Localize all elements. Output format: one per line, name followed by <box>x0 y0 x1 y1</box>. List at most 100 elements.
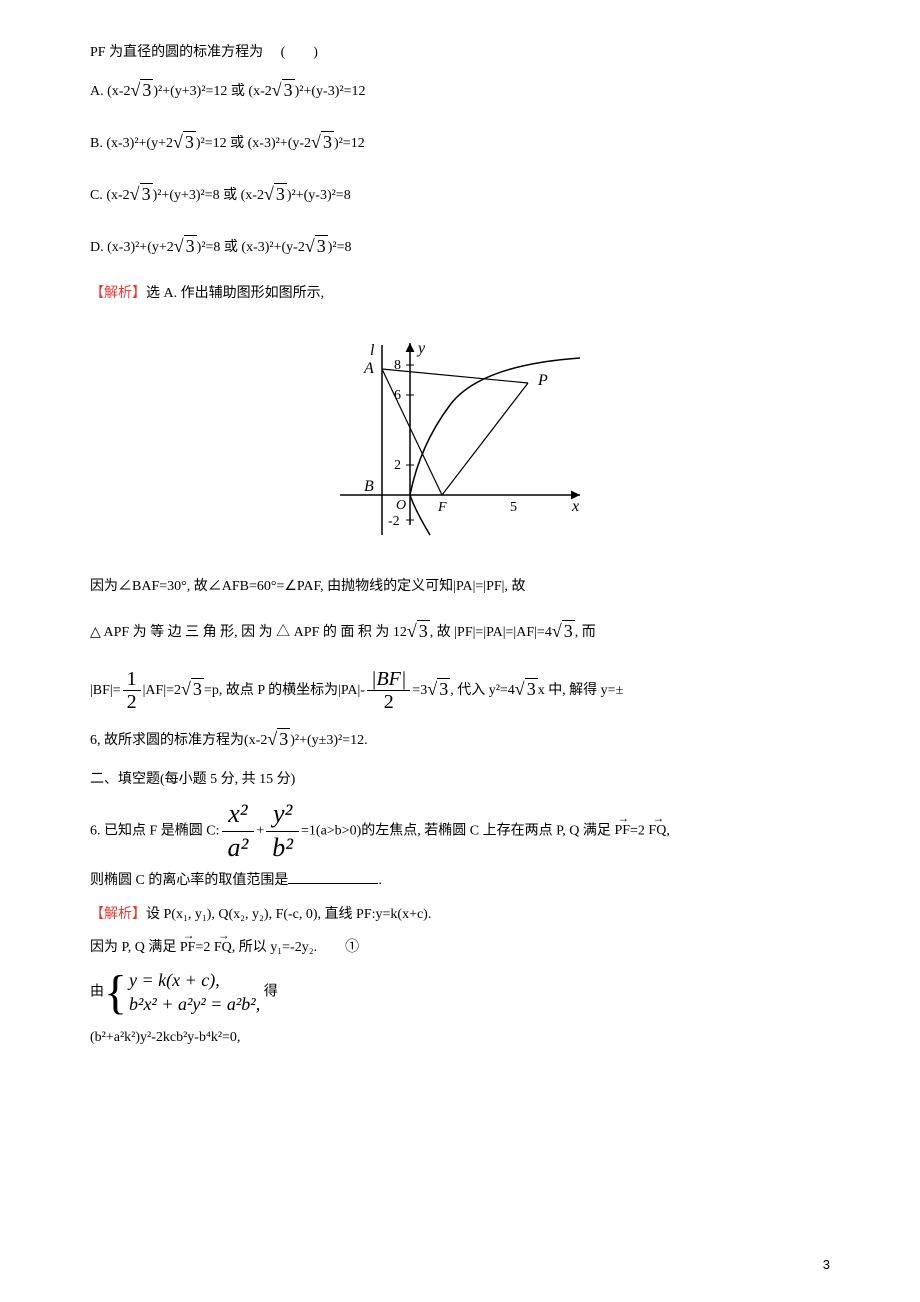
option-b-t3: )²=12 <box>334 136 365 151</box>
option-a-t2: )²+(y+3)²=12 或 (x-2 <box>153 84 271 99</box>
sqrt-icon: 3 <box>264 175 287 213</box>
q6-sol-system: 由{y = k(x + c),b²x² + a²y² = a²b², 得 <box>90 968 830 1017</box>
option-c-t1: (x-2 <box>106 188 129 203</box>
l3-end: x 中, 解得 y=± <box>538 683 624 698</box>
question-stem: PF 为直径的圆的标准方程为 ( ) <box>90 40 830 67</box>
q6-sol-l1: 设 P(x₁, y₁), Q(x₂, y₂), F(-c, 0), 直线 PF:… <box>146 907 431 922</box>
q6-line-2: 则椭圆 C 的离心率的取值范围是. <box>90 868 830 893</box>
option-c-t2: )²+(y+3)²=8 或 (x-2 <box>153 188 264 203</box>
option-c-t3: )²+(y-3)²=8 <box>287 188 351 203</box>
option-d-t2: )²=8 或 (x-3)²+(y-2 <box>197 240 305 255</box>
option-b: B. (x-3)²+(y+23)²=12 或 (x-3)²+(y-23)²=12 <box>90 125 830 163</box>
xtick-5: 5 <box>510 500 517 515</box>
option-a-label: A. <box>90 84 104 99</box>
sys-pre: 由 <box>90 984 104 999</box>
sys-eq-2: b²x² + a²y² = a²b², <box>129 992 260 1016</box>
option-a-t1: (x-2 <box>107 84 130 99</box>
q6-plus: + <box>256 823 264 838</box>
sqrt-icon: 3 <box>130 175 153 213</box>
label-A: A <box>363 360 374 377</box>
l3-bf: |BF|= <box>90 683 121 698</box>
ytick-2: 2 <box>394 458 401 473</box>
sqrt-icon: 3 <box>130 71 153 109</box>
q6-sol-label: 【解析】 <box>90 907 146 922</box>
option-d: D. (x-3)²+(y+23)²=8 或 (x-3)²+(y-23)²=8 <box>90 229 830 267</box>
figure-svg: 8 6 2 -2 A l B O y x F 5 P <box>320 325 600 545</box>
l3-p: =p, 故点 P 的横坐标为|PA|- <box>204 683 365 698</box>
q6-line-1: 6. 已知点 F 是椭圆 C:x²a²+y²b²=1(a>b>0)的左焦点, 若… <box>90 800 830 862</box>
label-l: l <box>370 342 375 359</box>
page-number: 3 <box>823 1253 830 1278</box>
q6-post1: =1(a>b>0)的左焦点, 若椭圆 C 上存在两点 P, Q 满足 <box>301 823 614 838</box>
sqrt-icon: 3 <box>305 227 328 265</box>
sqrt-icon: 3 <box>311 123 334 161</box>
option-b-label: B. <box>90 136 103 151</box>
option-d-t1: (x-3)²+(y+2 <box>107 240 174 255</box>
q6-l2: 则椭圆 C 的离心率的取值范围是 <box>90 873 288 888</box>
fraction-bf2: |BF|2 <box>367 668 410 713</box>
q6-sol-line-2: 因为 P, Q 满足 PF=2 FQ, 所以 y₁=-2y₂. ① <box>90 935 830 960</box>
l2-mid: , 故 |PF|=|PA|=|AF|=4 <box>430 625 552 640</box>
option-c-label: C. <box>90 188 103 203</box>
label-x: x <box>571 498 579 515</box>
q6-sol-line-1: 【解析】设 P(x₁, y₁), Q(x₂, y₂), F(-c, 0), 直线… <box>90 902 830 927</box>
sqrt-icon: 3 <box>267 721 290 757</box>
explain-line-1: 因为∠BAF=30°, 故∠AFB=60°=∠PAF, 由抛物线的定义可知|PA… <box>90 574 830 599</box>
sys-eq-1: y = k(x + c), <box>129 968 260 992</box>
vector-fq: FQ <box>648 813 666 849</box>
l3-afeq: |AF|=2 <box>143 683 181 698</box>
sqrt-icon: 3 <box>552 605 575 657</box>
q6-eq: =2 <box>630 823 648 838</box>
label-O: O <box>396 498 406 513</box>
option-a-t3: )²+(y-3)²=12 <box>295 84 366 99</box>
sqrt-icon: 3 <box>407 605 430 657</box>
l2-suf: , 而 <box>575 625 596 640</box>
vector-pf-2: PF <box>180 935 196 960</box>
vector-fq-2: FQ <box>214 935 232 960</box>
geometry-figure: 8 6 2 -2 A l B O y x F 5 P <box>90 325 830 556</box>
q6s-l2-suf: , 所以 y₁=-2y₂. ① <box>232 940 359 955</box>
label-P: P <box>537 372 548 389</box>
q6s-l2-mid: =2 <box>195 940 213 955</box>
q6-period: . <box>378 873 382 888</box>
l4: 6, 故所求圆的标准方程为(x-2 <box>90 733 267 748</box>
q6-post2: , <box>666 823 670 838</box>
solution-intro: 选 A. 作出辅助图形如图所示, <box>146 286 324 301</box>
explain-line-3: |BF|=12|AF|=23=p, 故点 P 的横坐标为|PA|-|BF|2=3… <box>90 665 830 717</box>
sqrt-icon: 3 <box>174 227 197 265</box>
brace-icon: { <box>104 971 127 1014</box>
option-c: C. (x-23)²+(y+3)²=8 或 (x-23)²+(y-3)²=8 <box>90 177 830 215</box>
sys-suf: 得 <box>260 984 278 999</box>
q6-sol-line-4: (b²+a²k²)y²-2kcb²y-b⁴k²=0, <box>90 1025 830 1050</box>
l3-eq3: =3 <box>412 683 427 698</box>
option-d-label: D. <box>90 240 104 255</box>
xtick-F: F <box>437 500 447 515</box>
fill-blank[interactable] <box>288 869 378 884</box>
label-y: y <box>416 340 426 357</box>
l4-end: )²+(y±3)²=12. <box>290 733 367 748</box>
sqrt-icon: 3 <box>272 71 295 109</box>
option-d-t3: )²=8 <box>328 240 352 255</box>
equation-system: {y = k(x + c),b²x² + a²y² = a²b², <box>104 968 260 1017</box>
solution-open: 【解析】选 A. 作出辅助图形如图所示, <box>90 281 830 308</box>
q6s-l2-pre: 因为 P, Q 满足 <box>90 940 180 955</box>
sqrt-icon: 3 <box>173 123 196 161</box>
l3-sub: , 代入 y²=4 <box>450 683 515 698</box>
explain-line-4: 6, 故所求圆的标准方程为(x-23)²+(y±3)²=12. <box>90 723 830 759</box>
option-b-t2: )²=12 或 (x-3)²+(y-2 <box>196 136 311 151</box>
sqrt-icon: 3 <box>181 663 204 715</box>
q6-pre: 6. 已知点 F 是椭圆 C: <box>90 823 220 838</box>
explain-line-2: △ APF 为 等 边 三 角 形, 因 为 △ APF 的 面 积 为 123… <box>90 607 830 659</box>
option-b-t1: (x-3)²+(y+2 <box>106 136 173 151</box>
l2-pre: △ APF 为 等 边 三 角 形, 因 为 △ APF 的 面 积 为 12 <box>90 625 407 640</box>
ytick-neg2: -2 <box>388 514 400 529</box>
option-a: A. (x-23)²+(y+3)²=12 或 (x-23)²+(y-3)²=12 <box>90 73 830 111</box>
fraction-x2a2: x²a² <box>222 800 255 862</box>
section-2-heading: 二、填空题(每小题 5 分, 共 15 分) <box>90 767 830 792</box>
solution-label: 【解析】 <box>90 286 146 301</box>
fraction-half: 12 <box>123 668 141 713</box>
fraction-y2b2: y²b² <box>266 800 299 862</box>
sqrt-icon: 3 <box>427 663 450 715</box>
label-B: B <box>364 478 374 495</box>
sqrt-icon: 3 <box>515 663 538 715</box>
